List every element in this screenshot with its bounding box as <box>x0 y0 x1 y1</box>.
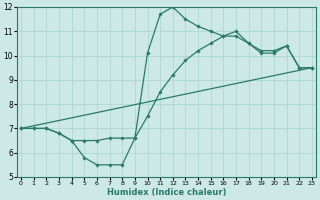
X-axis label: Humidex (Indice chaleur): Humidex (Indice chaleur) <box>107 188 226 197</box>
